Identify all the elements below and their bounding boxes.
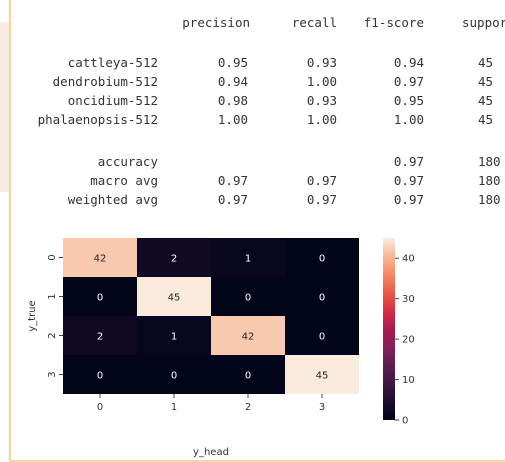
heatmap-cell xyxy=(137,238,211,277)
report-recall-value: 0.93 xyxy=(306,93,337,108)
x-tick-label: 0 xyxy=(97,402,103,413)
report-f1-value: 0.94 xyxy=(393,55,424,70)
heatmap-cell xyxy=(137,316,211,355)
report-f1-value: 1.00 xyxy=(393,112,424,127)
x-tick-label: 2 xyxy=(245,402,251,413)
bottom-frame-border xyxy=(9,460,505,462)
report-f1-value: 0.97 xyxy=(393,173,424,188)
report-header: precision xyxy=(182,15,250,30)
heatmap-cell xyxy=(211,355,285,394)
colorbar-tick-label: 40 xyxy=(402,254,415,265)
x-tick-label: 3 xyxy=(319,402,325,413)
colorbar-tick-label: 0 xyxy=(402,416,408,427)
heatmap-cell xyxy=(285,316,359,355)
report-header: f1-score xyxy=(363,15,424,30)
report-precision-value: 0.97 xyxy=(217,173,248,188)
heatmap-cell-value: 0 xyxy=(319,254,325,265)
report-row-label: phalaenopsis-512 xyxy=(37,112,158,127)
heatmap-cell-value: 0 xyxy=(319,332,325,343)
heatmap-cell-value: 42 xyxy=(94,254,107,265)
report-support-value: 45 xyxy=(478,112,494,127)
report-support-value: 180 xyxy=(478,173,501,188)
report-recall-value: 0.97 xyxy=(306,173,337,188)
heatmap-cell-value: 45 xyxy=(316,371,329,382)
colorbar-tick-label: 10 xyxy=(402,375,415,386)
left-accent-strip xyxy=(0,22,10,192)
left-frame-border xyxy=(9,0,11,462)
y-tick-label: 0 xyxy=(47,254,58,260)
heatmap-cell-value: 0 xyxy=(245,371,251,382)
heatmap-cell-value: 0 xyxy=(245,293,251,304)
report-header: recall xyxy=(291,15,337,30)
x-axis-title: y_head xyxy=(193,447,229,458)
heatmap-cell-value: 0 xyxy=(171,371,177,382)
heatmap-cell xyxy=(285,355,359,394)
y-axis-title: y_true xyxy=(27,300,38,331)
report-support-value: 45 xyxy=(478,93,494,108)
heatmap-cell-value: 45 xyxy=(168,293,181,304)
heatmap-cell-value: 2 xyxy=(97,332,103,343)
report-row-label: weighted avg xyxy=(67,192,158,207)
y-tick-label: 3 xyxy=(47,371,58,377)
heatmap-cell xyxy=(211,316,285,355)
report-precision-value: 0.98 xyxy=(217,93,248,108)
heatmap-cell xyxy=(63,316,137,355)
classification-report: precision recall f1-score support cattleya-5… xyxy=(0,0,505,215)
heatmap-cell xyxy=(285,277,359,316)
heatmap-cell xyxy=(211,277,285,316)
report-recall-value: 1.00 xyxy=(306,74,337,89)
heatmap-cell xyxy=(63,355,137,394)
y-tick-label: 2 xyxy=(47,332,58,338)
report-f1-value: 0.97 xyxy=(393,74,424,89)
colorbar xyxy=(383,238,395,420)
report-precision-value: 0.95 xyxy=(217,55,248,70)
heatmap-cell-value: 0 xyxy=(97,293,103,304)
report-f1-value: 0.95 xyxy=(393,93,424,108)
report-row-label: oncidium-512 xyxy=(67,93,158,108)
heatmap-cell-value: 0 xyxy=(97,371,103,382)
report-row-label: dendrobium-512 xyxy=(52,74,158,89)
heatmap-cell xyxy=(63,277,137,316)
heatmap-cell xyxy=(63,238,137,277)
heatmap-cell xyxy=(211,238,285,277)
heatmap-cell-value: 0 xyxy=(319,293,325,304)
report-precision-value: 0.94 xyxy=(217,74,248,89)
report-row-label: macro avg xyxy=(90,173,158,188)
report-precision-value: 1.00 xyxy=(217,112,248,127)
report-f1-value: 0.97 xyxy=(393,154,424,169)
x-tick-label: 1 xyxy=(171,402,177,413)
y-tick-label: 1 xyxy=(47,293,58,299)
report-support-value: 180 xyxy=(478,192,501,207)
report-f1-value: 0.97 xyxy=(393,192,424,207)
colorbar-tick-label: 20 xyxy=(402,335,415,346)
report-header: support xyxy=(462,15,505,30)
heatmap-cell-value: 1 xyxy=(171,332,177,343)
heatmap-cell xyxy=(137,277,211,316)
report-support-value: 45 xyxy=(478,55,494,70)
report-recall-value: 0.93 xyxy=(306,55,337,70)
colorbar-tick-label: 30 xyxy=(402,294,415,305)
heatmap-cell xyxy=(285,238,359,277)
heatmap-cell-value: 42 xyxy=(242,332,255,343)
report-support-value: 180 xyxy=(478,154,501,169)
heatmap-cell-value: 2 xyxy=(171,254,177,265)
report-recall-value: 1.00 xyxy=(306,112,337,127)
report-recall-value: 0.97 xyxy=(306,192,337,207)
heatmap-cell-value: 1 xyxy=(245,254,251,265)
heatmap-cell xyxy=(137,355,211,394)
report-row-label: cattleya-512 xyxy=(67,55,158,70)
report-support-value: 45 xyxy=(478,74,494,89)
report-precision-value: 0.97 xyxy=(217,192,248,207)
report-row-label: accuracy xyxy=(97,154,158,169)
